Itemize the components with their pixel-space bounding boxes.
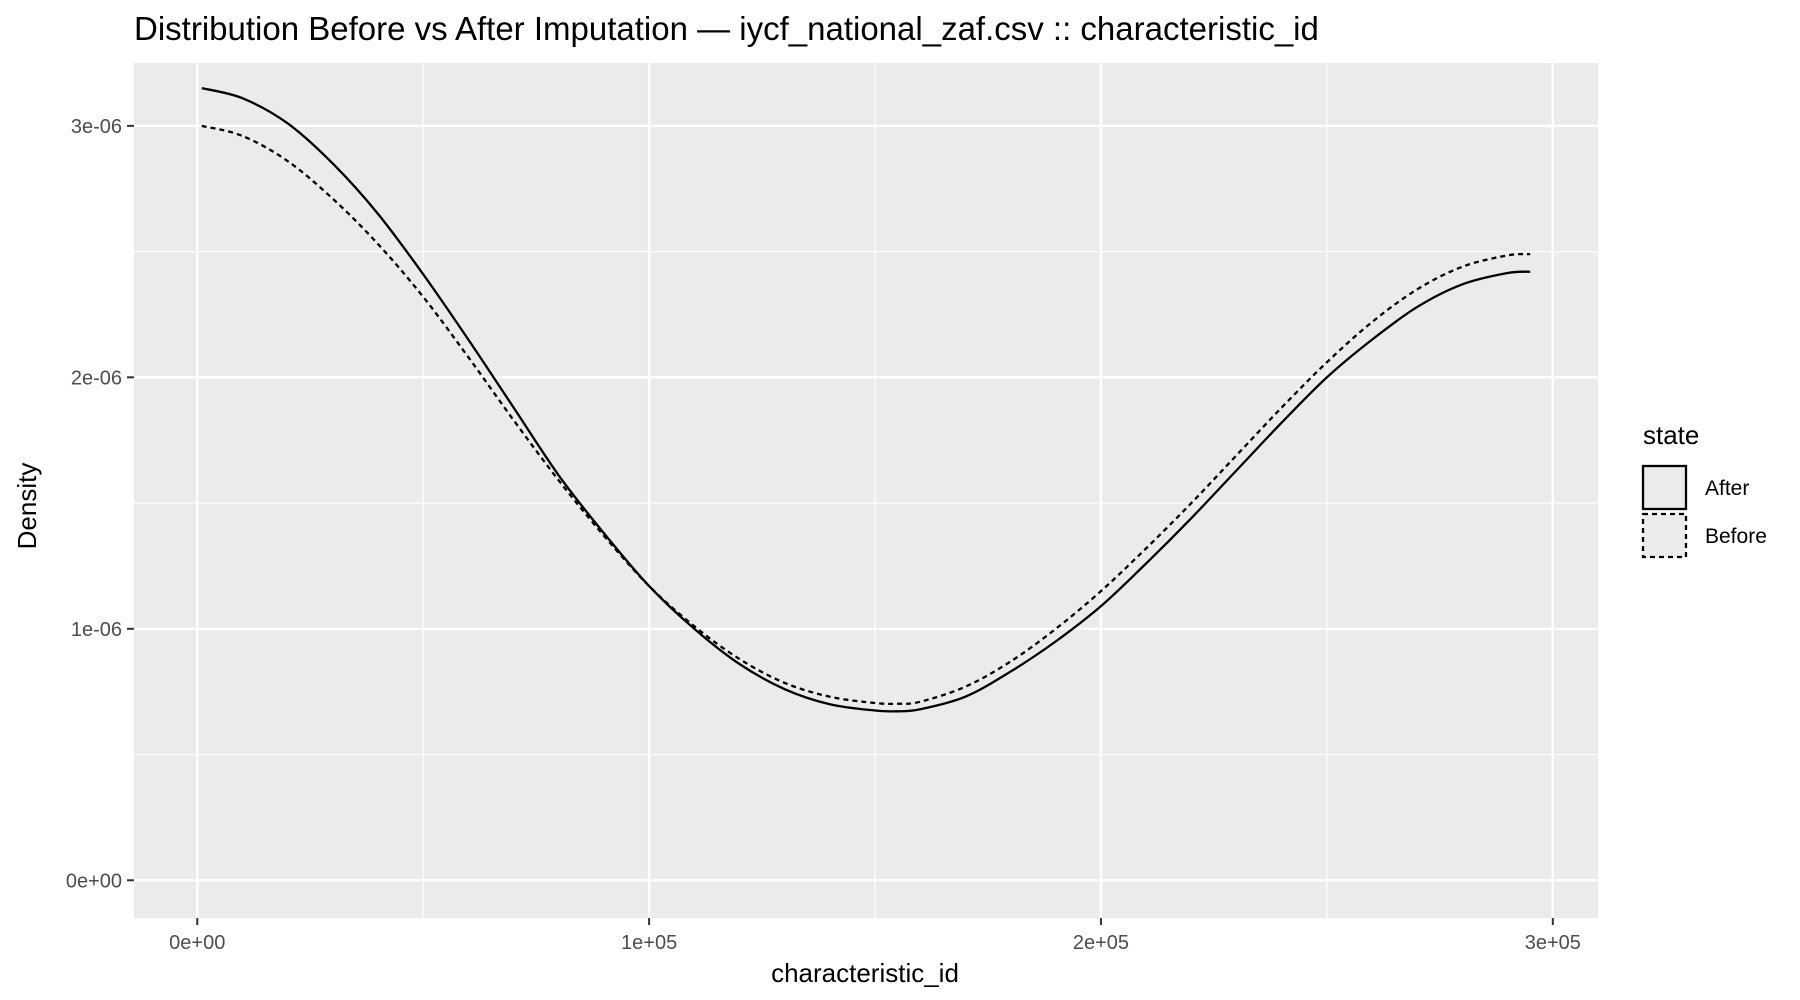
chart-title: Distribution Before vs After Imputation …: [134, 10, 1319, 47]
y-tick-label: 3e-06: [71, 116, 122, 138]
series-line-after: [201, 87, 1531, 713]
x-axis-ticks: 0e+00 1e+05 2e+05 3e+05: [169, 918, 1581, 954]
legend-key-after: [1641, 464, 1688, 511]
legend-title: state: [1643, 420, 1699, 450]
minor-gridlines: [134, 63, 1598, 918]
y-tick-label: 2e-06: [71, 367, 122, 389]
legend-label-after: After: [1705, 477, 1749, 500]
x-tick-label: 2e+05: [1073, 932, 1129, 954]
legend-label-before: Before: [1705, 525, 1767, 548]
y-tick-label: 0e+00: [66, 870, 122, 892]
x-tick-label: 3e+05: [1525, 932, 1581, 954]
x-tick-label: 0e+00: [169, 932, 225, 954]
x-tick-label: 1e+05: [621, 932, 677, 954]
series-lines: [201, 87, 1531, 713]
x-axis-title: characteristic_id: [771, 958, 959, 988]
legend: state After Before: [1641, 420, 1767, 559]
y-axis-ticks: 0e+00 1e-06 2e-06 3e-06: [66, 116, 134, 892]
legend-key-before: [1641, 512, 1688, 559]
plot-panel: [134, 63, 1598, 918]
series-line-before: [201, 124, 1531, 706]
major-gridlines: [134, 63, 1598, 918]
y-tick-label: 1e-06: [71, 619, 122, 641]
y-axis-title: Density: [12, 463, 42, 550]
legend-items: After Before: [1641, 464, 1767, 559]
